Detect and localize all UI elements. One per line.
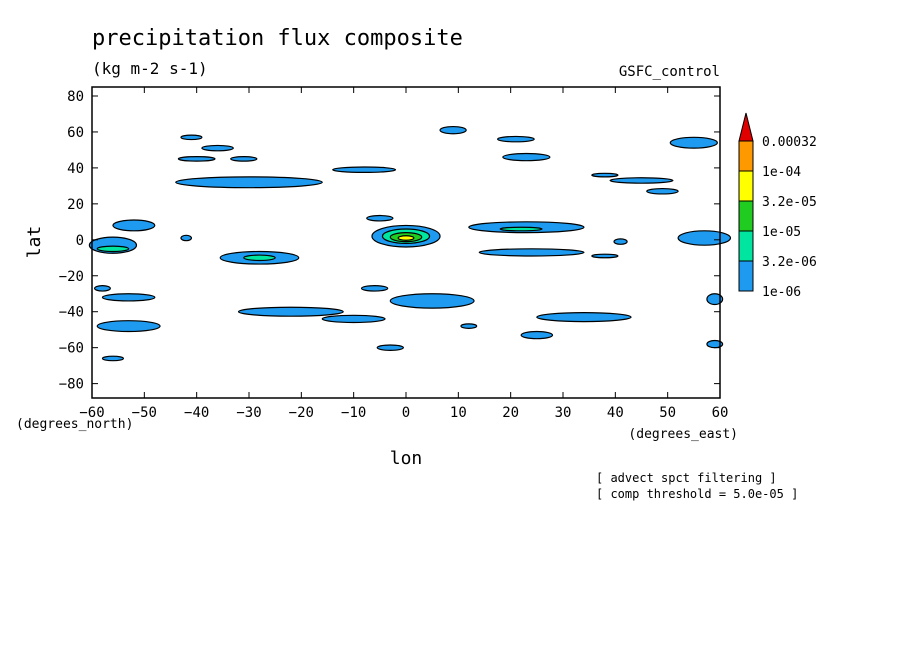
colorbar-segment-1 — [738, 230, 754, 262]
axis-ticks: −60 −50 −40 −30 −20 −10 0 10 20 30 40 50 60 −80 −60 −40… — [59, 87, 729, 421]
y-axis-label: lat — [24, 226, 45, 259]
colorbar-triangle — [738, 112, 754, 142]
x-tick-label: −40 — [184, 405, 209, 421]
contour-region-43 — [706, 293, 724, 306]
y-tick-label: 20 — [67, 197, 84, 213]
contour-region-8 — [112, 219, 156, 232]
contour-region-25 — [591, 172, 619, 178]
contour-region-12 — [677, 230, 732, 246]
colorbar-segment-2 — [738, 200, 754, 232]
contour-region-38 — [376, 344, 404, 351]
note-threshold: [ comp threshold = 5.0e-05 ] — [596, 487, 798, 501]
contour-region-18 — [230, 156, 258, 162]
x-tick-label: −50 — [132, 405, 157, 421]
x-tick-label: 50 — [659, 405, 676, 421]
x-tick-label: −10 — [341, 405, 366, 421]
colorbar-label: 1e-04 — [762, 165, 801, 180]
contour-region-11 — [478, 248, 585, 257]
x-tick-label: 0 — [402, 405, 410, 421]
x-tick-label: 40 — [607, 405, 624, 421]
contour-region-16 — [496, 135, 535, 143]
x-tick-label: −20 — [289, 405, 314, 421]
note-filtering: [ advect spct filtering ] — [596, 471, 777, 485]
plot-area: −60 −50 −40 −30 −20 −10 0 10 20 30 40 50 60 −80 −60 −40… — [59, 86, 732, 421]
colorbar-label: 3.2e-05 — [762, 195, 817, 210]
contour-region-24 — [646, 187, 679, 195]
x-axis-label: lon — [390, 448, 423, 469]
contour-region-3 — [397, 235, 415, 241]
contour-region-27 — [180, 234, 193, 242]
x-tick-label: 10 — [450, 405, 467, 421]
contour-region-23 — [609, 177, 674, 184]
contour-region-7 — [96, 245, 130, 253]
contour-region-32 — [321, 314, 386, 324]
colorbar-segment-0 — [738, 260, 754, 292]
contour-region-10 — [499, 226, 543, 232]
colorbar-label: 1e-06 — [762, 285, 801, 300]
contour-region-5 — [243, 254, 276, 262]
y-axis-units: (degrees_north) — [16, 417, 133, 432]
contour-region-17 — [502, 152, 551, 162]
y-tick-label: 60 — [67, 125, 84, 141]
contour-region-14 — [332, 166, 397, 173]
contour-region-37 — [360, 285, 389, 292]
contour-region-33 — [101, 293, 156, 302]
y-tick-label: −60 — [59, 341, 84, 357]
contour-region-26 — [366, 214, 394, 222]
chart-title: precipitation flux composite — [92, 26, 463, 51]
x-tick-label: −60 — [79, 405, 104, 421]
contour-region-20 — [201, 144, 234, 152]
y-tick-label: −80 — [59, 377, 84, 393]
colorbar-label: 0.00032 — [762, 135, 817, 150]
colorbar-segment-4 — [738, 140, 754, 172]
x-tick-label: 60 — [712, 405, 729, 421]
y-tick-label: −20 — [59, 269, 84, 285]
y-tick-label: 80 — [67, 89, 84, 105]
colorbar-label: 1e-05 — [762, 225, 801, 240]
contour-region-36 — [94, 285, 111, 292]
x-tick-label: −30 — [236, 405, 261, 421]
x-axis-units: (degrees_east) — [628, 427, 738, 442]
y-tick-label: 0 — [76, 233, 84, 249]
contour-region-40 — [520, 330, 554, 340]
contour-region-29 — [591, 253, 619, 259]
contour-region-41 — [460, 323, 478, 329]
model-label: GSFC_control — [619, 64, 720, 80]
colorbar-segment-3 — [738, 170, 754, 202]
chart-units: (kg m-2 s-1) — [92, 59, 208, 78]
contour-region-34 — [96, 320, 161, 333]
contour-region-19 — [177, 156, 216, 162]
contour-region-28 — [613, 238, 628, 245]
contour-region-35 — [101, 355, 124, 362]
contour-region-39 — [536, 312, 632, 323]
y-tick-label: 40 — [67, 161, 84, 177]
x-tick-label: 20 — [502, 405, 519, 421]
contour-region-15 — [439, 125, 467, 135]
y-tick-label: −40 — [59, 305, 84, 321]
contour-region-30 — [389, 293, 475, 309]
contour-region-21 — [180, 134, 203, 141]
contour-region-31 — [237, 306, 344, 317]
contour-regions — [88, 125, 732, 362]
colorbar: 1e-06 3.2e-06 1e-05 3.2e-05 1e-04 0.00032 — [738, 112, 817, 300]
x-tick-label: 30 — [555, 405, 572, 421]
contour-region-22 — [669, 136, 718, 149]
contour-region-13 — [175, 176, 323, 189]
colorbar-label: 3.2e-06 — [762, 255, 817, 270]
